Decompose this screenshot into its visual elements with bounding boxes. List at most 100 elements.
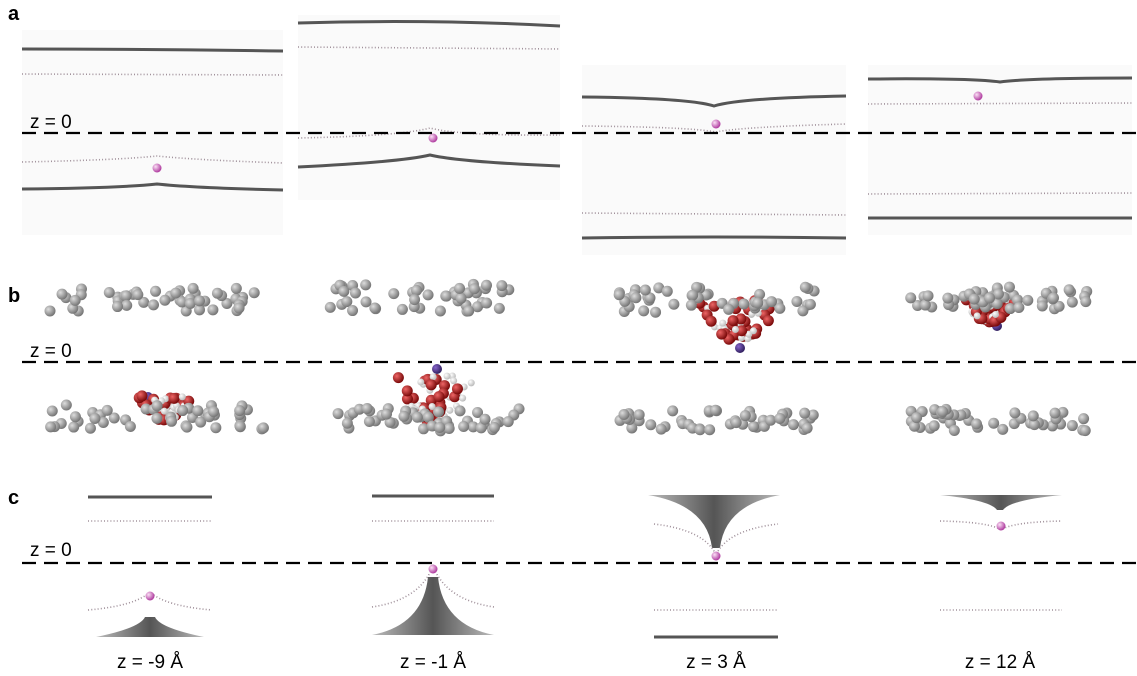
atom [192,405,203,416]
position-label: z = -9 Å [117,652,183,673]
atom [350,288,361,299]
atom [750,327,757,334]
atom [662,286,673,297]
atom [971,418,982,429]
atom [728,315,739,326]
atom [194,295,205,306]
ion [146,592,155,601]
ion [429,134,438,143]
atom [441,291,452,302]
atom [434,422,445,433]
atom [235,421,246,432]
atom [710,405,721,416]
atom [949,425,960,436]
atom [258,422,269,433]
atom [788,419,799,430]
atom [738,299,749,310]
atom [805,299,816,310]
atom [210,422,221,433]
atom [937,406,948,417]
atom [423,289,434,300]
frame [582,65,846,255]
atom [763,315,774,326]
atom [481,280,492,291]
atom [177,405,188,416]
atom [719,320,726,327]
atom [1064,284,1075,295]
atom [430,373,437,380]
atom [735,343,745,353]
atom [489,422,500,433]
atom [774,413,785,424]
atom [85,423,96,434]
atom [47,405,58,416]
atom [444,423,455,434]
atom [362,403,373,414]
atom [1009,407,1020,418]
atom [70,411,81,422]
atom [398,411,409,422]
position-label: z = 12 Å [965,652,1036,673]
atom [208,406,219,417]
atom [791,296,802,307]
atom [920,300,931,311]
atom [179,393,186,400]
atom [988,418,999,429]
panel-label: b [8,285,20,307]
atom [393,372,404,383]
position-label: z = -1 Å [400,652,466,673]
atom [57,289,68,300]
atom [381,409,392,420]
membrane-cone [648,495,780,548]
atom [942,293,953,304]
atom [458,421,469,432]
atom [656,424,667,435]
atom [333,408,344,419]
atom [668,299,679,310]
atom [1048,292,1059,303]
atom [459,395,466,402]
position-label: z = 3 Å [686,652,746,673]
atom [503,416,514,427]
atom [433,406,444,417]
frame [298,15,560,200]
atom [766,296,777,307]
membrane [582,237,846,238]
position-labels: z = -9 Å z = -1 Å z = 3 Å z = 12 Å [117,652,1035,673]
atom [706,316,717,327]
ion [429,565,438,574]
atom [409,294,420,305]
atom [1067,420,1078,431]
atom [426,379,437,390]
atom [468,379,475,386]
atom [61,400,72,411]
atom [618,409,629,420]
atom [630,292,641,303]
figure: a z = 0 b z = 0 c z = 0 z = -9 Å z = -1 … [0,0,1137,676]
atom [435,306,446,317]
atom [361,296,372,307]
atom [150,286,161,297]
atom [704,424,715,435]
atom [166,416,177,427]
atom [496,280,507,291]
ion [153,164,162,173]
atom [997,424,1008,435]
membrane-cone [940,495,1062,510]
atom [234,405,245,416]
atom [905,292,916,303]
atom [454,283,465,294]
ion [997,522,1006,531]
panel-a: a z = 0 [8,3,1137,255]
atom [136,390,147,401]
z-zero-label: z = 0 [30,341,72,362]
atom [45,421,56,432]
atom [716,329,727,340]
atom [112,301,123,312]
panel-b: b z = 0 [8,279,1137,437]
z-zero-label: z = 0 [30,112,72,133]
atom [732,326,739,333]
atom [799,408,810,419]
atom [234,302,245,313]
atom [1013,302,1024,313]
